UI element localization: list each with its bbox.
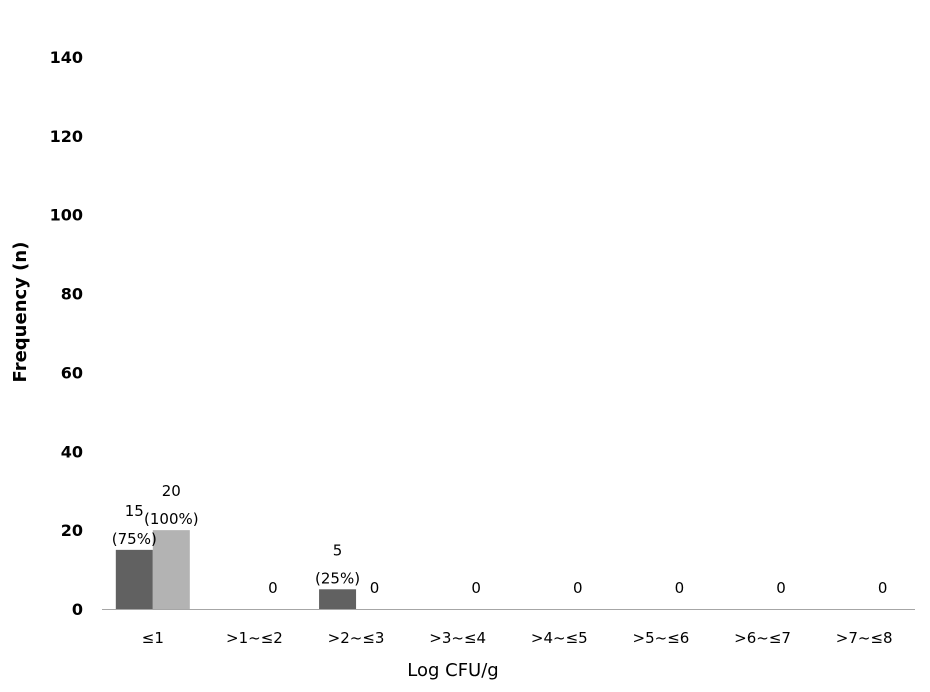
y-tick-label: 120 <box>50 127 83 146</box>
y-tick-label: 80 <box>61 285 83 304</box>
data-label-percent: (75%) <box>112 530 157 548</box>
x-tick-label: >7~≤8 <box>836 629 893 647</box>
data-labels: (75%) 15 (25%) 5 (100%) 20 0 0 0 0 0 0 0 <box>112 482 888 597</box>
data-label-value: 0 <box>776 579 786 597</box>
x-axis-title: Log CFU/g <box>407 660 498 681</box>
x-axis-tick-labels: ≤1 >1~≤2 >2~≤3 >3~≤4 >4~≤5 >5~≤6 >6~≤7 >7~≤8 <box>142 629 893 647</box>
y-tick-label: 60 <box>61 363 83 382</box>
x-tick-label: >1~≤2 <box>226 629 283 647</box>
data-label-value: 0 <box>471 579 481 597</box>
bar <box>115 549 153 609</box>
data-label-percent: (100%) <box>144 510 199 528</box>
y-axis-title: Frequency (n) <box>10 242 31 383</box>
y-tick-label: 40 <box>61 442 83 461</box>
data-label-percent: (25%) <box>315 569 360 587</box>
x-tick-label: >6~≤7 <box>734 629 791 647</box>
bars <box>115 530 357 609</box>
x-tick-label: >2~≤3 <box>328 629 385 647</box>
y-tick-label: 20 <box>61 521 83 540</box>
y-tick-label: 0 <box>72 600 83 619</box>
x-tick-label: >5~≤6 <box>633 629 690 647</box>
y-tick-label: 100 <box>50 206 83 225</box>
bar <box>319 589 357 609</box>
x-tick-label: >3~≤4 <box>429 629 486 647</box>
data-label-value: 0 <box>878 579 888 597</box>
y-axis-ticks: 0 20 40 60 80 100 120 140 <box>50 48 83 619</box>
data-label-value: 5 <box>333 541 343 559</box>
bar <box>152 530 190 609</box>
data-label-value: 15 <box>125 502 144 520</box>
data-label-value: 0 <box>370 579 380 597</box>
data-label-value: 0 <box>675 579 685 597</box>
y-tick-label: 140 <box>50 48 83 67</box>
x-tick-label: >4~≤5 <box>531 629 588 647</box>
data-label-value: 0 <box>573 579 583 597</box>
data-label-value: 0 <box>268 579 278 597</box>
x-tick-label: ≤1 <box>142 629 164 647</box>
data-label-value: 20 <box>162 482 181 500</box>
